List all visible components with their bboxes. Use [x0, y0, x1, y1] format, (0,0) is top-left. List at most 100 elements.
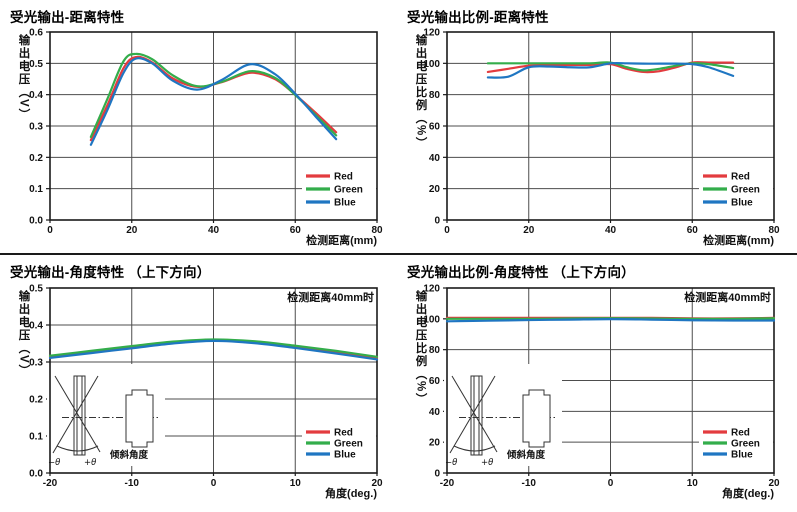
plot-border — [446, 287, 775, 474]
plot-svg: 0 20 40 60 80 100 120 0 20 40 60 80 检测距离(mm) Red Gre… — [423, 28, 780, 248]
x-tick-label: 40 — [208, 225, 220, 236]
y-tick-label: 20 — [429, 184, 441, 195]
tilt-line-plus — [451, 375, 498, 453]
x-tick-label: -20 — [440, 478, 455, 489]
legend: Red Green Blue — [699, 169, 773, 209]
x-tick-label: 60 — [290, 225, 302, 236]
legend-label-blue: Blue — [731, 198, 753, 209]
y-axis-label: 输出电压（V） — [17, 290, 30, 378]
y-tick-label: 60 — [429, 376, 441, 387]
annotation: 检测距离40mm时 — [287, 290, 374, 304]
x-tick-label: 0 — [47, 225, 53, 236]
theta-plus-label: +θ — [84, 458, 97, 468]
legend-label-red: Red — [334, 428, 353, 439]
sensor-front-view — [125, 389, 154, 448]
y-axis-label: 输出电压比例（%） — [414, 34, 427, 150]
chart-title: 受光输出比例-距离特性 — [407, 10, 549, 25]
inset-tilt-diagram: −θ +θ 倾斜角度 — [48, 375, 158, 468]
y-tick-label: 80 — [429, 90, 441, 101]
legend-label-blue: Blue — [334, 198, 356, 209]
x-tick-label: 0 — [608, 478, 614, 489]
fiber-inner — [76, 375, 83, 456]
y-tick-label: 0.5 — [29, 284, 43, 295]
plot-border — [446, 31, 775, 221]
x-tick-label: 10 — [687, 478, 699, 489]
series-line-blue — [89, 57, 338, 146]
legend-label-green: Green — [334, 439, 363, 450]
y-tick-label: 0.4 — [29, 321, 43, 332]
y-tick-label: 20 — [429, 438, 441, 449]
series-line-blue — [48, 339, 379, 361]
panel-output-distance: 受光输出-距离特性 输出电压（V） 0.0 0.1 0.2 0.3 0.4 0.5 0.6 0… — [0, 0, 397, 256]
chart-axes-and-series: 0.0 0.1 0.2 0.3 0.4 0.5 0.6 0 20 40 60 80 — [29, 28, 383, 237]
x-tick-label: 20 — [126, 225, 138, 236]
tilt-line-plus — [54, 375, 101, 453]
y-tick-label: 0.1 — [29, 432, 43, 443]
y-axis-label: 输出电压比例（%） — [414, 290, 427, 406]
panel-output-angle: 受光输出-角度特性 （上下方向） 输出电压（V） 0.0 0.1 0.2 0.3 0.4… — [0, 256, 397, 512]
x-tick-label: 10 — [290, 478, 302, 489]
chart-title: 受光输出-角度特性 （上下方向） — [10, 265, 211, 280]
panel-output-ratio-distance: 受光输出比例-距离特性 输出电压比例（%） 0 20 40 60 80 100 120 0 20… — [397, 0, 794, 256]
y-tick-label: 0.6 — [29, 28, 43, 39]
theta-minus-label: −θ — [445, 458, 458, 468]
x-tick-label: 40 — [605, 225, 617, 236]
y-tick-label: 40 — [429, 153, 441, 164]
sensor-front-view — [522, 389, 551, 448]
y-tick-label: 80 — [429, 345, 441, 356]
theta-minus-label: −θ — [48, 458, 61, 468]
plot-border — [49, 31, 378, 221]
y-tick-label: 0 — [434, 216, 440, 227]
tilt-line-minus — [52, 375, 99, 454]
section-divider — [0, 253, 797, 255]
chart-title: 受光输出比例-角度特性 （上下方向） — [407, 265, 635, 280]
tilt-angle-label: 倾斜角度 — [506, 449, 546, 461]
y-tick-label: 0.2 — [29, 395, 43, 406]
y-tick-label: 100 — [423, 59, 440, 70]
x-tick-label: 60 — [687, 225, 699, 236]
legend-label-red: Red — [731, 172, 750, 183]
y-tick-label: 0.5 — [29, 59, 43, 70]
y-tick-label: 0.1 — [29, 184, 43, 195]
legend-label-green: Green — [731, 439, 760, 450]
chart-title: 受光输出-距离特性 — [10, 10, 125, 25]
chart-axes-and-series: 0 20 40 60 80 100 120 0 20 40 60 80 — [423, 28, 780, 237]
x-tick-label: -10 — [125, 478, 140, 489]
plot-border — [49, 287, 378, 474]
x-tick-label: 20 — [523, 225, 535, 236]
x-tick-label: 20 — [768, 478, 780, 489]
theta-plus-label: +θ — [481, 458, 494, 468]
plot-svg: 0 20 40 60 80 100 120 -20 -10 0 10 20 −θ +θ 倾斜角度 检测… — [423, 284, 780, 501]
x-axis-label: 检测距离(mm) — [703, 233, 774, 247]
x-axis-label: 角度(deg.) — [722, 486, 774, 500]
legend-label-blue: Blue — [731, 450, 753, 461]
x-tick-label: 20 — [371, 478, 383, 489]
tilt-arc — [453, 445, 496, 452]
tilt-arc — [56, 445, 99, 452]
y-tick-label: 0.4 — [29, 90, 43, 101]
tilt-angle-label: 倾斜角度 — [109, 449, 149, 461]
y-tick-label: 100 — [423, 314, 440, 325]
legend-label-blue: Blue — [334, 450, 356, 461]
legend-label-green: Green — [334, 185, 363, 196]
x-tick-label: 80 — [371, 225, 383, 236]
y-tick-label: 40 — [429, 407, 441, 418]
y-tick-label: 0 — [434, 469, 440, 480]
x-axis-label: 角度(deg.) — [325, 486, 377, 500]
x-tick-label: -20 — [43, 478, 58, 489]
fiber-inner — [473, 375, 480, 456]
annotation: 检测距离40mm时 — [684, 290, 771, 304]
tilt-line-minus — [449, 375, 496, 454]
y-tick-label: 120 — [423, 28, 440, 39]
inset-tilt-diagram: −θ +θ 倾斜角度 — [445, 375, 555, 468]
x-tick-label: 0 — [211, 478, 217, 489]
y-tick-label: 60 — [429, 122, 441, 133]
y-tick-label: 0.0 — [29, 469, 43, 480]
legend-label-green: Green — [731, 185, 760, 196]
plot-svg: 0.00.10.20.30.40.50.60 20 40 60 80 检测距离(mm) … — [29, 28, 383, 248]
y-tick-label: 0.3 — [29, 122, 43, 133]
